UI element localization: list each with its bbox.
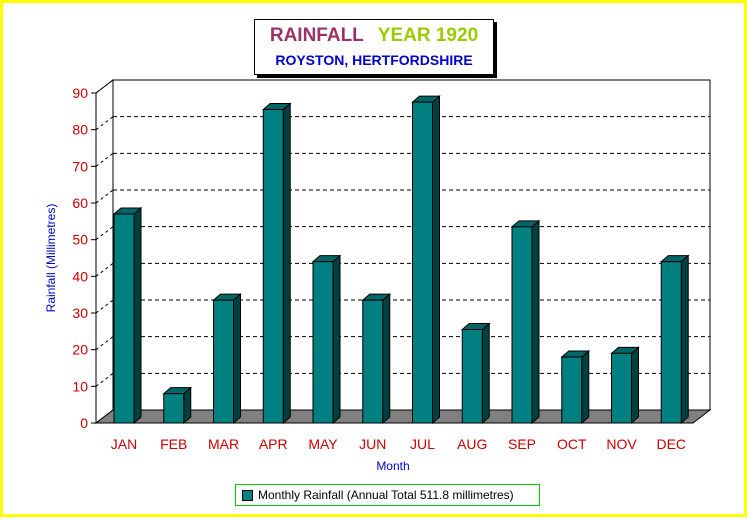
y-tick-label: 30	[72, 305, 88, 321]
bar	[412, 101, 433, 424]
y-tick-label: 0	[80, 415, 88, 431]
x-axis-title: Month	[376, 459, 409, 473]
y-tick-label: 40	[72, 268, 88, 284]
legend-swatch	[242, 489, 253, 501]
legend-label: Monthly Rainfall (Annual Total 511.8 mil…	[258, 488, 514, 502]
bar-side	[481, 322, 490, 425]
y-axis-title: Rainfall (Millimetres)	[44, 204, 58, 313]
x-tick-label: JAN	[111, 436, 137, 452]
x-tick-label: JUN	[359, 436, 386, 452]
bar-side	[631, 346, 639, 425]
chart-title: RAINFALL YEAR 1920	[255, 24, 493, 48]
x-tick-label: NOV	[606, 436, 637, 452]
plot-back-wall	[112, 79, 711, 411]
bar	[461, 329, 483, 424]
bar	[511, 226, 533, 424]
bar	[312, 261, 334, 424]
x-tick-label: MAY	[308, 436, 338, 452]
bar	[113, 213, 135, 424]
bar-side	[233, 293, 241, 425]
bar	[163, 393, 185, 424]
bar-side	[282, 102, 291, 425]
plot-floor	[94, 409, 712, 424]
plot-side-wall	[95, 78, 114, 425]
bar-side	[531, 219, 540, 425]
y-tick-label: 10	[72, 378, 88, 394]
y-tick-label: 20	[72, 342, 88, 358]
y-tick-label: 60	[72, 195, 88, 211]
x-tick-label: JUL	[410, 436, 435, 452]
x-tick-label: SEP	[508, 436, 536, 452]
chart-title-main: RAINFALL	[269, 25, 364, 46]
chart-plot: 0 10 20 30 40 50 60 70 80 90 JAN FEB MAR APR MAY JUN JUL…	[44, 78, 712, 473]
y-tick-label: 80	[72, 122, 88, 138]
x-tick-label: APR	[259, 436, 288, 452]
bar-side	[581, 349, 590, 425]
x-tick-label: DEC	[656, 436, 686, 452]
bar	[611, 352, 632, 424]
x-tick-label: OCT	[557, 436, 587, 452]
bar	[213, 299, 234, 424]
x-tick-label: MAR	[208, 436, 239, 452]
bar-side	[332, 254, 341, 425]
y-tick-label: 50	[72, 232, 88, 248]
chart-subtitle: ROYSTON, HERTFORDSHIRE	[275, 52, 473, 68]
bar-side	[680, 254, 689, 425]
bar-side	[382, 293, 391, 425]
bar	[561, 356, 583, 424]
chart-title-box: RAINFALL YEAR 1920 ROYSTON, HERTFORDSHIRE	[254, 19, 494, 75]
y-tick-label: 70	[72, 158, 88, 174]
chart-title-year: YEAR 1920	[377, 25, 479, 46]
bar	[262, 109, 284, 424]
bar-side	[133, 206, 142, 425]
bar-side	[432, 95, 440, 425]
bar	[660, 261, 682, 424]
bar	[362, 299, 384, 424]
chart-legend: Monthly Rainfall (Annual Total 511.8 mil…	[235, 484, 540, 506]
x-tick-label: AUG	[457, 436, 487, 452]
y-tick-label: 90	[72, 85, 88, 101]
x-tick-label: FEB	[160, 436, 187, 452]
